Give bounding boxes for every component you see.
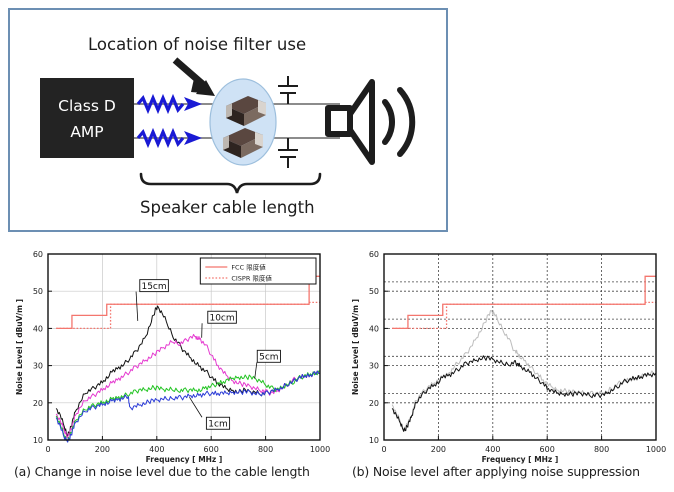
amp-label-line1: Class D (58, 97, 116, 115)
x-axis-title: Frequency [ MHz ] (482, 455, 559, 464)
y-tick-label: 50 (33, 287, 43, 296)
series-after-suppression (391, 355, 657, 432)
chart-b-panel: 10 20 30 40 50 60 0 200 400 600 800 1000 Frequency [… (338, 244, 674, 464)
x-tick-label: 200 (431, 445, 446, 454)
series-1cm (55, 370, 321, 443)
y-tick-label: 40 (33, 324, 43, 333)
curly-brace-icon (139, 172, 322, 194)
y-tick-label: 10 (33, 436, 43, 445)
x-tick-label: 400 (149, 445, 164, 454)
speaker-cable-length-label: Speaker cable length (140, 198, 315, 217)
x-tick-label: 800 (594, 445, 609, 454)
x-tick-label: 600 (204, 445, 219, 454)
caption-b: (b) Noise level after applying noise sup… (352, 464, 640, 479)
pointer-arrow-icon (172, 57, 215, 96)
chip-ferrite-bead-icon (226, 96, 266, 126)
noise-wave-arrowhead-icon (184, 97, 202, 145)
y-tick-label: 30 (33, 362, 43, 371)
legend-box (199, 257, 317, 285)
noise-filter-callout-label: Location of noise filter use (88, 35, 306, 54)
chip-ferrite-bead-icon-2 (223, 128, 263, 158)
annotation-box (207, 310, 237, 324)
y-tick-label: 20 (369, 399, 379, 408)
y-tick-label: 50 (369, 287, 379, 296)
amp-label-line2: AMP (70, 123, 103, 141)
x-axis-title: Frequency [ MHz ] (146, 455, 223, 464)
annotation-leader (254, 362, 258, 379)
x-tick-label: 600 (540, 445, 555, 454)
y-tick-label: 60 (369, 250, 379, 259)
annotation-label: 1cm (208, 420, 227, 430)
x-tick-label: 1000 (646, 445, 666, 454)
y-tick-label: 20 (33, 399, 43, 408)
y-axis-title: Noise Level [ dBuV/m ] (15, 299, 24, 395)
annotation-leader (189, 397, 203, 418)
chart-a-panel: 10 20 30 40 50 60 0 200 400 600 800 1000 Frequency [… (0, 244, 338, 464)
x-tick-label: 400 (485, 445, 500, 454)
limit-line-CISPR-limit (56, 301, 320, 330)
x-tick-label: 0 (381, 445, 386, 454)
x-tick-label: 200 (95, 445, 110, 454)
limit-line-FCC-limit (392, 275, 656, 330)
legend-label: FCC 限度値 (231, 263, 266, 272)
y-axis-title: Noise Level [ dBuV/m ] (351, 299, 360, 395)
caption-a: (a) Change in noise level due to the cab… (14, 464, 310, 479)
annotation-box (256, 349, 281, 363)
noise-filter-diagram-panel: Location of noise filter use Class D AMP (8, 8, 448, 232)
series-5cm (55, 370, 321, 443)
capacitor-icon-top (278, 76, 298, 104)
annotation-box (205, 416, 231, 430)
annotation-leader (135, 291, 139, 321)
x-tick-label: 1000 (310, 445, 330, 454)
x-tick-label: 800 (258, 445, 273, 454)
series-10cm (55, 333, 321, 439)
caption-row: (a) Change in noise level due to the cab… (0, 464, 674, 492)
y-tick-label: 60 (33, 250, 43, 259)
y-tick-label: 30 (369, 362, 379, 371)
noise-filter-diagram: Location of noise filter use Class D AMP (40, 35, 416, 217)
annotation-label: 10cm (209, 314, 234, 324)
legend-label: CISPR 限度値 (231, 274, 272, 283)
noise-wave-arrow-icon (136, 93, 185, 149)
y-tick-label: 40 (369, 324, 379, 333)
annotation-label: 15cm (141, 282, 166, 292)
series-before-suppression (391, 310, 657, 432)
speaker-icon (325, 79, 416, 165)
annotation-box (139, 279, 169, 293)
x-tick-label: 0 (45, 445, 50, 454)
class-d-amp-block: Class D AMP (40, 78, 134, 158)
annotation-label: 5cm (259, 353, 278, 363)
limit-line-CISPR-limit (392, 301, 656, 330)
y-tick-label: 10 (369, 436, 379, 445)
capacitor-icon-bottom (278, 138, 298, 168)
